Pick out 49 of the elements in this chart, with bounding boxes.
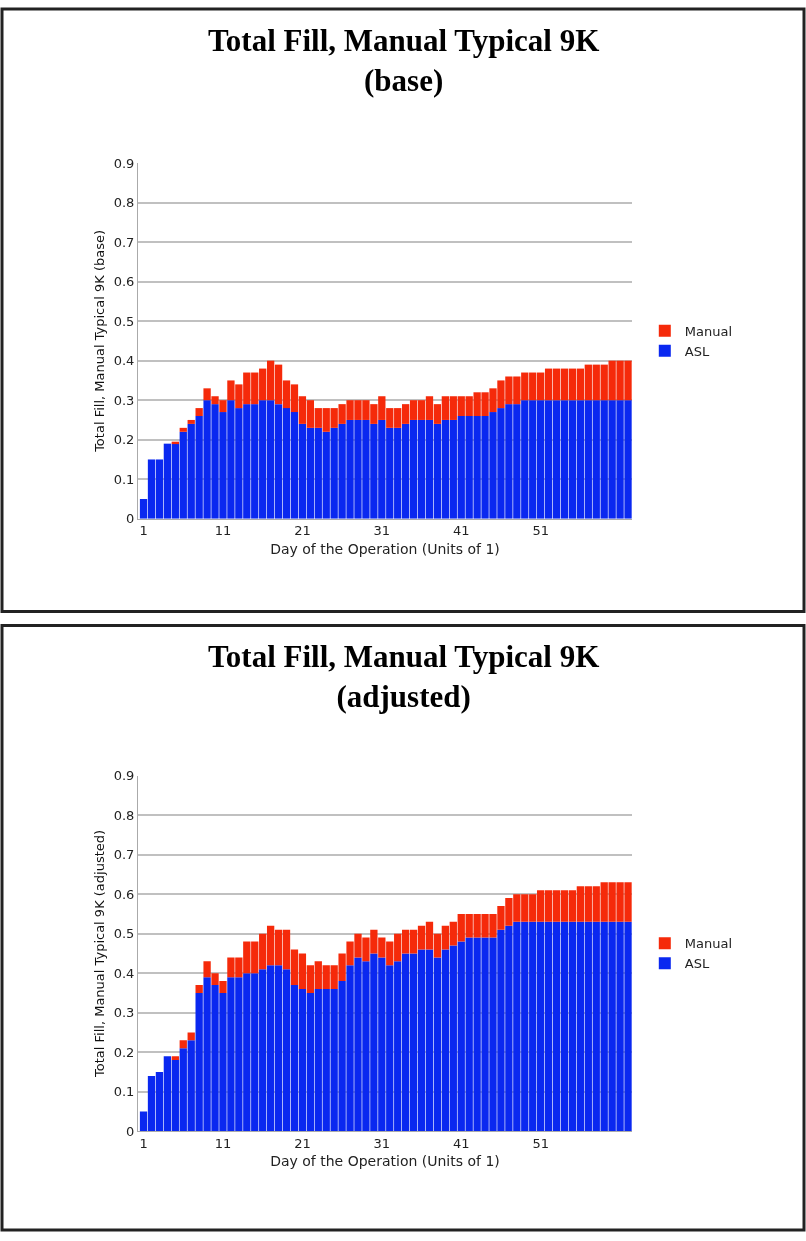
chart-title: Total Fill, Manual Typical 9K (base) <box>208 23 600 99</box>
y-tick-label: 0.6 <box>113 274 135 290</box>
legend-label: Manual <box>684 323 733 339</box>
y-tick-label: 0.9 <box>113 768 135 784</box>
x-tick-label: 41 <box>452 1135 470 1151</box>
y-tick-label: 0 <box>126 511 135 527</box>
y-tick-label: 0.2 <box>113 432 135 448</box>
x-tick-label: 1 <box>139 523 148 539</box>
bar <box>187 419 195 424</box>
y-tick-label: 0.3 <box>113 392 135 408</box>
y-tick-label: 0.7 <box>113 847 135 863</box>
bar <box>195 408 203 416</box>
y-tick-label: 0.8 <box>113 195 135 211</box>
x-axis-title: Day of the Operation (Units of 1) <box>270 540 500 557</box>
chart-title: Total Fill, Manual Typical 9K (adjusted) <box>208 639 600 715</box>
y-tick-label: 0.1 <box>113 1084 135 1100</box>
bar <box>179 427 187 432</box>
y-tick-label: 0.3 <box>113 1005 135 1021</box>
y-tick-label: 0.5 <box>113 313 135 329</box>
legend-label: ASL <box>684 343 710 359</box>
y-tick-label: 0 <box>126 1123 135 1139</box>
bar <box>195 985 203 993</box>
y-tick-label: 0.5 <box>113 926 135 942</box>
x-tick-label: 11 <box>214 523 232 539</box>
bar <box>171 1056 179 1061</box>
x-axis-title: Day of the Operation (Units of 1) <box>270 1153 500 1170</box>
bar <box>179 1040 187 1049</box>
x-tick-label: 51 <box>532 523 549 539</box>
bar <box>187 1032 195 1041</box>
y-tick-label: 0.8 <box>113 807 135 823</box>
y-axis-title: Total Fill, Manual Typical 9K (base) <box>91 229 107 453</box>
x-tick-label: 31 <box>373 523 391 539</box>
x-tick-label: 51 <box>532 1135 549 1151</box>
y-tick-label: 0.2 <box>113 1044 135 1060</box>
y-tick-label: 0.4 <box>113 353 135 369</box>
y-tick-label: 0.1 <box>113 471 135 487</box>
y-tick-label: 0.7 <box>113 234 135 250</box>
y-tick-label: 0.4 <box>113 965 135 981</box>
x-tick-label: 21 <box>294 523 311 539</box>
y-tick-label: 0.6 <box>113 886 135 902</box>
x-tick-label: 21 <box>294 1135 311 1151</box>
x-tick-label: 11 <box>214 1135 232 1151</box>
legend-label: Manual <box>684 936 733 952</box>
x-tick-label: 31 <box>373 1135 391 1151</box>
legend-label: ASL <box>684 956 710 972</box>
x-tick-label: 41 <box>452 523 470 539</box>
y-axis-title: Total Fill, Manual Typical 9K (adjusted) <box>91 829 107 1078</box>
y-tick-label: 0.9 <box>113 155 135 171</box>
x-tick-label: 1 <box>139 1135 148 1151</box>
